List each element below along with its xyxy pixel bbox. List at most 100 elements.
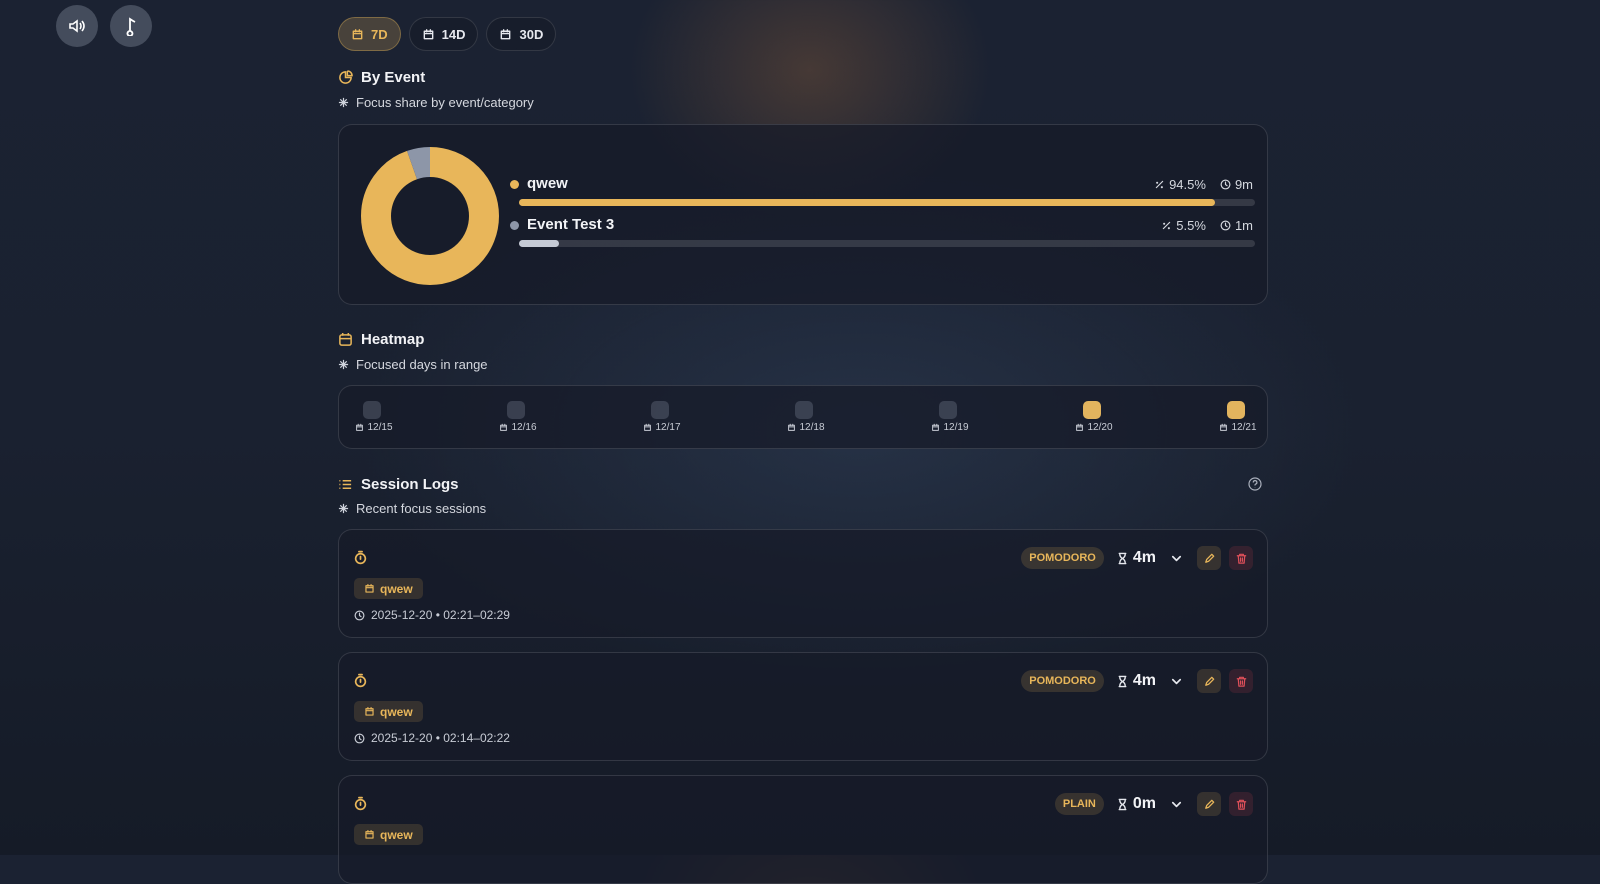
icon-path xyxy=(1204,553,1214,563)
session-logs-header: Session Logs xyxy=(338,476,459,493)
event-stats: 5.5% 1m xyxy=(1161,218,1253,233)
timer-icon xyxy=(354,673,367,688)
heat-cell xyxy=(507,401,525,419)
icon-path xyxy=(1163,221,1171,230)
sound-button[interactable] xyxy=(56,5,98,47)
icon-path xyxy=(1076,423,1084,431)
event-share: 5.5% xyxy=(1176,218,1206,233)
by-event-card: qwew 94.5% 9m Event Test 3 5.5% 1m xyxy=(338,124,1268,305)
legend-dot xyxy=(510,180,519,189)
mode-badge: POMODORO xyxy=(1021,670,1104,692)
icon-path xyxy=(354,550,367,565)
by-event-header: By Event xyxy=(338,69,425,86)
day-label: 12/18 xyxy=(784,422,828,433)
timer-icon xyxy=(354,550,367,565)
section-title: Session Logs xyxy=(361,476,459,493)
icon-path xyxy=(339,480,352,489)
range-label: 7D xyxy=(371,26,388,42)
trash-icon xyxy=(1236,553,1246,564)
session-card: qwew 2025-12-20 • 02:21–02:29 POMODORO 4m xyxy=(338,529,1268,638)
timer-icon xyxy=(354,796,367,811)
section-subtitle: Focused days in range xyxy=(356,357,488,372)
cal-icon xyxy=(352,28,363,39)
cal-icon xyxy=(356,423,364,431)
icon-path xyxy=(338,97,349,108)
icon-path xyxy=(1171,555,1182,561)
range-label: 14D xyxy=(441,26,466,42)
section-title: Heatmap xyxy=(361,331,425,348)
mode-badge: POMODORO xyxy=(1021,547,1104,569)
icon-path xyxy=(1248,477,1262,491)
glass-icon xyxy=(1118,675,1127,687)
delete-button[interactable] xyxy=(1229,546,1253,570)
heatmap-subtitle: Focused days in range xyxy=(338,357,488,372)
glass-icon xyxy=(1118,798,1127,810)
event-duration: 9m xyxy=(1234,177,1253,192)
range-button[interactable]: 30D xyxy=(486,17,557,51)
music-button[interactable] xyxy=(110,5,152,47)
day-text: 12/21 xyxy=(1231,422,1257,433)
clock-icon xyxy=(1220,179,1231,190)
chev-icon xyxy=(1171,555,1182,561)
delete-button[interactable] xyxy=(1229,792,1253,816)
delete-button[interactable] xyxy=(1229,669,1253,693)
chev-icon xyxy=(1171,801,1182,807)
day-label: 12/15 xyxy=(352,422,396,433)
donut-chart xyxy=(361,147,499,285)
session-card: qwew PLAIN 0m xyxy=(338,775,1268,884)
heat-cell xyxy=(651,401,669,419)
pen-icon xyxy=(1204,799,1214,809)
clock-icon xyxy=(1220,220,1231,231)
icon-path xyxy=(365,706,374,716)
edit-button[interactable] xyxy=(1197,546,1221,570)
icon-path xyxy=(354,796,367,811)
tag-text: qwew xyxy=(380,827,413,842)
time-text: 2025-12-20 • 02:21–02:29 xyxy=(371,608,510,622)
cal-icon xyxy=(365,829,374,839)
icon-path xyxy=(644,423,652,431)
time-text: 2025-12-20 • 02:14–02:22 xyxy=(371,731,510,745)
clock-icon xyxy=(354,610,365,620)
icon-path xyxy=(354,610,365,620)
icon-path xyxy=(352,28,363,39)
section-title: By Event xyxy=(361,69,426,86)
range-label: 30D xyxy=(519,26,544,42)
icon-path xyxy=(1204,676,1214,686)
icon-path xyxy=(365,829,374,839)
event-share: 94.5% xyxy=(1169,177,1206,192)
icon-path xyxy=(1171,678,1182,684)
day-label: 12/19 xyxy=(928,422,972,433)
day-label: 12/16 xyxy=(496,422,540,433)
duration: 0m xyxy=(1132,795,1156,812)
edit-button[interactable] xyxy=(1197,792,1221,816)
edit-button[interactable] xyxy=(1197,669,1221,693)
icon-path xyxy=(338,359,349,370)
cal-icon xyxy=(932,423,940,431)
duration: 4m xyxy=(1132,549,1156,566)
range-selector: 7D 14D 30D xyxy=(338,17,557,51)
range-button[interactable]: 14D xyxy=(408,17,479,51)
donut-segment xyxy=(361,147,499,285)
icon-path xyxy=(1171,801,1182,807)
cal-icon xyxy=(1220,423,1228,431)
icon-path xyxy=(1220,220,1231,231)
icon-path xyxy=(1204,799,1214,809)
event-tag: qwew xyxy=(354,578,423,599)
day-text: 12/19 xyxy=(943,422,969,433)
event-name: qwew xyxy=(527,175,568,192)
icon-path xyxy=(69,19,85,33)
cal-icon xyxy=(644,423,652,431)
day-label: 12/17 xyxy=(640,422,684,433)
clock-icon xyxy=(354,733,365,743)
help-icon[interactable] xyxy=(1248,477,1262,491)
session-card: qwew 2025-12-20 • 02:14–02:22 POMODORO 4m xyxy=(338,652,1268,761)
icon-path xyxy=(338,503,349,514)
icon-path xyxy=(339,332,352,340)
heatmap-header: Heatmap xyxy=(338,331,424,348)
range-button[interactable]: 7D xyxy=(338,17,401,51)
icon-path xyxy=(1236,799,1246,810)
icon-path xyxy=(1118,552,1127,564)
icon-path xyxy=(1118,675,1127,687)
share-bar xyxy=(519,199,1215,206)
